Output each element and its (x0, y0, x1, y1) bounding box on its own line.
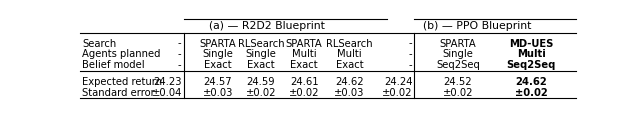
Text: Multi: Multi (337, 49, 362, 59)
Text: ±0.02: ±0.02 (382, 87, 412, 97)
Text: ±0.02: ±0.02 (515, 87, 548, 97)
Text: RLSearch: RLSearch (326, 38, 372, 48)
Text: Agents planned: Agents planned (83, 49, 161, 59)
Text: Multi: Multi (517, 49, 546, 59)
Text: 24.52: 24.52 (444, 76, 472, 86)
Text: SPARTA: SPARTA (440, 38, 476, 48)
Text: SPARTA: SPARTA (286, 38, 323, 48)
Text: 24.62: 24.62 (515, 76, 547, 86)
Text: Standard error: Standard error (83, 87, 156, 97)
Text: SPARTA: SPARTA (200, 38, 236, 48)
Text: -: - (178, 49, 182, 59)
Text: Exact: Exact (247, 59, 275, 69)
Text: Multi: Multi (292, 49, 317, 59)
Text: MD-UES: MD-UES (509, 38, 554, 48)
Text: Seq2Seq: Seq2Seq (507, 59, 556, 69)
Text: Belief model: Belief model (83, 59, 145, 69)
Text: -: - (408, 59, 412, 69)
Text: (b) — PPO Blueprint: (b) — PPO Blueprint (422, 21, 531, 31)
Text: (a) — R2D2 Blueprint: (a) — R2D2 Blueprint (209, 21, 325, 31)
Text: ±0.02: ±0.02 (246, 87, 276, 97)
Text: RLSearch: RLSearch (237, 38, 284, 48)
Text: Exact: Exact (335, 59, 363, 69)
Text: Expected return: Expected return (83, 76, 163, 86)
Text: 24.61: 24.61 (290, 76, 319, 86)
Text: Single: Single (202, 49, 234, 59)
Text: -: - (178, 38, 182, 48)
Text: 24.57: 24.57 (204, 76, 232, 86)
Text: ±0.03: ±0.03 (334, 87, 365, 97)
Text: Single: Single (442, 49, 474, 59)
Text: Exact: Exact (291, 59, 318, 69)
Text: -: - (408, 49, 412, 59)
Text: Exact: Exact (204, 59, 232, 69)
Text: ±0.02: ±0.02 (443, 87, 473, 97)
Text: Seq2Seq: Seq2Seq (436, 59, 480, 69)
Text: 24.62: 24.62 (335, 76, 364, 86)
Text: -: - (408, 38, 412, 48)
Text: 24.23: 24.23 (154, 76, 182, 86)
Text: ±0.03: ±0.03 (203, 87, 233, 97)
Text: 24.24: 24.24 (384, 76, 412, 86)
Text: ±0.04: ±0.04 (152, 87, 182, 97)
Text: Single: Single (246, 49, 276, 59)
Text: 24.59: 24.59 (247, 76, 275, 86)
Text: -: - (178, 59, 182, 69)
Text: Search: Search (83, 38, 116, 48)
Text: ±0.02: ±0.02 (289, 87, 319, 97)
